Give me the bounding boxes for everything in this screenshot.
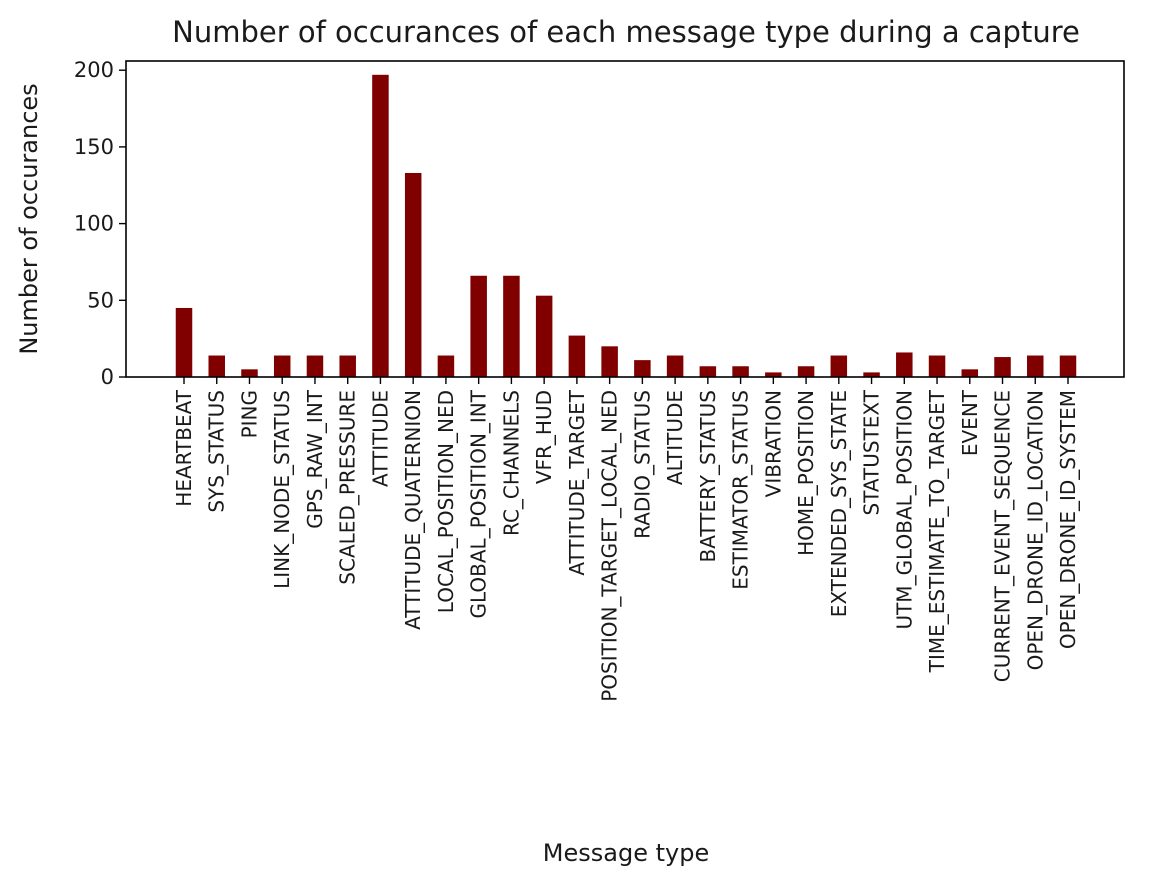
bar-radio-status	[634, 360, 651, 377]
bar-sys-status	[208, 355, 225, 377]
bar-gps-raw-int	[306, 355, 324, 377]
x-tick-label: HOME_POSITION	[794, 390, 818, 556]
x-tick-label: GLOBAL_POSITION_INT	[467, 389, 491, 618]
x-tick-label: CURRENT_EVENT_SEQUENCE	[991, 390, 1015, 682]
bar-statustext	[863, 372, 880, 377]
bar-vibration	[765, 372, 782, 377]
bar-scaled-pressure	[339, 355, 356, 377]
bar-time-estimate-to-target	[928, 355, 946, 377]
bar-vfr-hud	[535, 295, 553, 377]
bar-link-node-status	[273, 355, 291, 377]
x-tick-label: PING	[237, 390, 261, 438]
x-axis-label: Message type	[543, 839, 709, 867]
x-tick-label: LOCAL_POSITION_NED	[434, 390, 458, 613]
x-tick-label: OPEN_DRONE_ID_LOCATION	[1023, 390, 1047, 670]
bar-attitude-quaternion	[404, 172, 422, 377]
x-tick-label: STATUSTEXT	[860, 389, 884, 515]
x-tick-label: LINK_NODE_STATUS	[270, 390, 294, 589]
bar-position-target-local-ned	[601, 346, 618, 377]
bar-estimator-status	[732, 366, 749, 377]
bar-attitude	[372, 74, 389, 377]
x-tick-label: POSITION_TARGET_LOCAL_NED	[598, 390, 622, 702]
bar-local-position-ned	[437, 355, 455, 377]
bar-battery-status	[699, 366, 717, 377]
plot-frame	[125, 60, 1125, 378]
x-tick-label: GPS_RAW_INT	[303, 389, 327, 529]
y-tick-label: 150	[74, 135, 114, 159]
x-tick-label: VIBRATION	[761, 390, 785, 497]
x-tick-label: EVENT	[958, 389, 982, 456]
bar-ping	[241, 369, 258, 377]
x-tick-label: ATTITUDE	[368, 390, 392, 487]
x-tick-label: RADIO_STATUS	[630, 390, 654, 539]
chart-title: Number of occurances of each message typ…	[172, 15, 1080, 49]
x-tick-label: ALTITUDE	[663, 390, 687, 485]
x-tick-label: SYS_STATUS	[205, 390, 229, 513]
y-tick-label: 100	[74, 212, 114, 236]
bar-current-event-sequence	[994, 357, 1011, 377]
y-axis: 0 50 100 150 200	[74, 58, 126, 389]
bar-rc-channels	[503, 275, 520, 377]
x-tick-label: HEARTBEAT	[172, 389, 196, 507]
x-tick-label: OPEN_DRONE_ID_SYSTEM	[1056, 390, 1080, 649]
bar-open-drone-id-system	[1059, 355, 1077, 377]
bars-group	[175, 74, 1077, 377]
bar-attitude-target	[568, 335, 586, 377]
bar-event	[961, 369, 979, 377]
y-axis-label: Number of occurances	[15, 83, 43, 354]
x-axis: HEARTBEAT SYS_STATUS PING LINK_NODE_STATUS G…	[172, 377, 1080, 702]
x-tick-label: ESTIMATOR_STATUS	[729, 390, 753, 590]
bar-open-drone-id-location	[1027, 355, 1044, 377]
x-tick-label: VFR_HUD	[532, 390, 556, 484]
bar-heartbeat	[175, 307, 193, 377]
y-tick-label: 0	[101, 365, 114, 389]
bar-extended-sys-state	[830, 355, 848, 377]
x-tick-label: UTM_GLOBAL_POSITION	[892, 390, 916, 630]
bar-home-position	[797, 366, 815, 377]
x-tick-label: EXTENDED_SYS_STATE	[827, 390, 851, 617]
y-tick-label: 200	[74, 58, 114, 82]
bar-global-position-int	[470, 275, 487, 377]
bar-altitude	[666, 355, 684, 377]
x-tick-label: ATTITUDE_TARGET	[565, 389, 589, 575]
bar-utm-global-position	[896, 352, 913, 377]
x-tick-label: ATTITUDE_QUATERNION	[401, 390, 425, 630]
x-tick-label: SCALED_PRESSURE	[336, 390, 360, 585]
y-tick-label: 50	[87, 288, 114, 312]
x-tick-label: BATTERY_STATUS	[696, 390, 720, 562]
x-tick-label: TIME_ESTIMATE_TO_TARGET	[925, 389, 949, 673]
x-tick-label: RC_CHANNELS	[499, 390, 523, 536]
